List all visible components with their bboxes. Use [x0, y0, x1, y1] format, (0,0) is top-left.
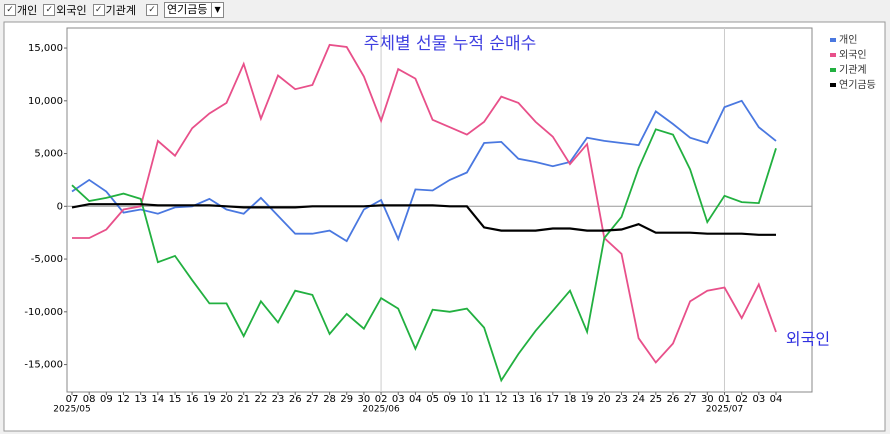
- x-tick-label: 02: [735, 394, 748, 405]
- x-tick-label: 08: [83, 394, 96, 405]
- series-line: [71, 203, 776, 236]
- x-tick-label: 09: [100, 394, 113, 405]
- x-tick-label: 03: [752, 394, 765, 405]
- x-tick-label: 23: [615, 394, 628, 405]
- x-tick-label: 04: [409, 394, 422, 405]
- x-tick-label: 20: [598, 394, 611, 405]
- x-tick-label: 15: [169, 394, 182, 405]
- x-sublabel: 2025/06: [362, 405, 400, 415]
- legend-swatch: [830, 53, 836, 57]
- legend-label: 기관계: [839, 64, 867, 76]
- x-tick-label: 26: [667, 394, 680, 405]
- x-tick-label: 27: [306, 394, 319, 405]
- dropdown[interactable]: 연기금등 ▼: [164, 2, 224, 18]
- x-tick-label: 29: [340, 394, 353, 405]
- x-tick-label: 02: [375, 394, 388, 405]
- series-line: [71, 128, 777, 383]
- series-line: [72, 43, 777, 364]
- x-tick-label: 20: [220, 394, 233, 405]
- x-tick-label: 14: [151, 394, 164, 405]
- x-tick-label: 07: [66, 394, 79, 405]
- x-tick-label: 19: [203, 394, 216, 405]
- legend-label: 개인: [839, 34, 857, 46]
- x-tick-label: 11: [478, 394, 491, 405]
- x-tick-label: 09: [443, 394, 456, 405]
- checkbox-label: 기관계: [105, 4, 136, 17]
- checkbox[interactable]: ✓: [146, 4, 158, 16]
- legend-swatch: [830, 68, 836, 72]
- x-tick-label: 22: [255, 394, 268, 405]
- x-tick-label: 27: [684, 394, 697, 405]
- y-tick-label: 10,000: [28, 96, 63, 107]
- x-tick-label: 13: [134, 394, 147, 405]
- y-tick-label: 0: [57, 201, 63, 212]
- dropdown-label: 연기금등: [167, 3, 208, 16]
- x-tick-label: 30: [701, 394, 714, 405]
- x-sublabel: 2025/05: [53, 405, 90, 415]
- checkbox-label: 외국인: [56, 4, 87, 17]
- x-tick-label: 10: [461, 394, 474, 405]
- y-tick-label: -15,000: [24, 360, 63, 371]
- y-tick-label: 15,000: [28, 43, 63, 54]
- x-tick-label: 13: [512, 394, 525, 405]
- y-tick-label: -5,000: [31, 254, 63, 265]
- toolbar: ✓ 개인 ✓ 외국인 ✓ 기관계 ✓ 연기금등 ▼: [0, 0, 890, 20]
- x-tick-label: 16: [529, 394, 542, 405]
- x-tick-label: 12: [495, 394, 508, 405]
- x-tick-label: 19: [581, 394, 594, 405]
- legend-label: 연기금등: [839, 79, 876, 91]
- x-tick-label: 12: [117, 394, 130, 405]
- chart-title: 주체별 선물 누적 순매수: [364, 34, 537, 54]
- checkbox-label: 개인: [17, 4, 38, 17]
- x-tick-label: 04: [770, 394, 783, 405]
- x-tick-label: 23: [272, 394, 285, 405]
- annotation: 외국인: [786, 330, 830, 349]
- x-tick-label: 05: [426, 394, 439, 405]
- x-tick-label: 30: [358, 394, 371, 405]
- checkbox[interactable]: ✓ 개인: [4, 2, 37, 18]
- x-tick-label: 26: [289, 394, 302, 405]
- x-tick-label: 16: [186, 394, 199, 405]
- y-tick-label: 5,000: [34, 149, 63, 160]
- plot-area: [66, 27, 813, 393]
- x-tick-label: 24: [632, 394, 645, 405]
- series-line: [71, 99, 777, 243]
- legend-swatch: [830, 38, 836, 42]
- x-tick-label: 17: [546, 394, 559, 405]
- x-tick-label: 28: [323, 394, 336, 405]
- checkbox[interactable]: ✓ 외국인: [43, 2, 87, 18]
- x-tick-label: 21: [237, 394, 250, 405]
- x-sublabel: 2025/07: [706, 405, 743, 415]
- x-tick-label: 01: [718, 394, 731, 405]
- legend-swatch: [830, 83, 836, 87]
- legend-label: 외국인: [839, 49, 867, 61]
- y-tick-label: -10,000: [24, 307, 63, 318]
- x-tick-label: 03: [392, 394, 405, 405]
- x-tick-label: 25: [649, 394, 662, 405]
- checkbox[interactable]: ✓ 기관계: [92, 2, 136, 18]
- x-tick-label: 18: [564, 394, 577, 405]
